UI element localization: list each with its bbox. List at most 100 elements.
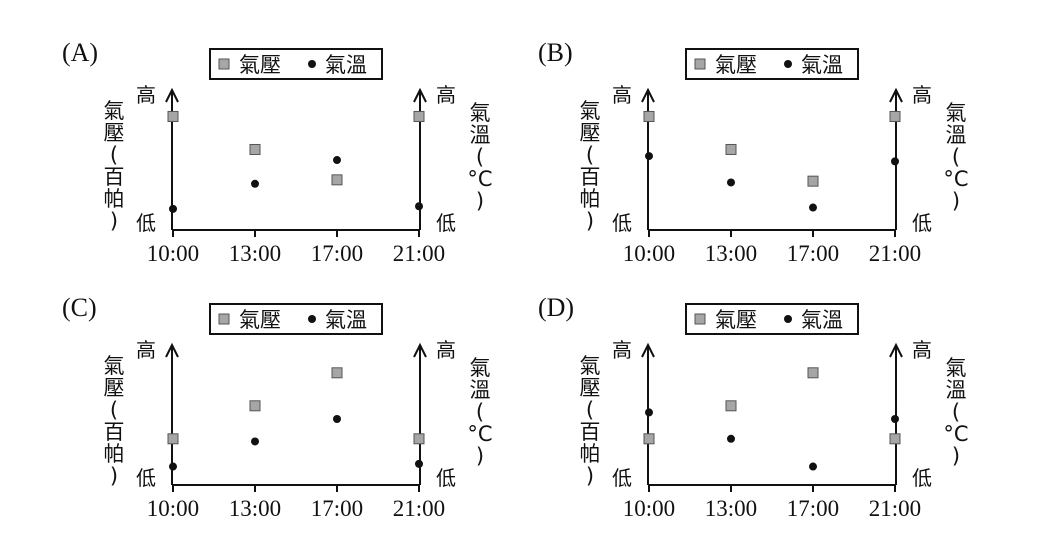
left-low-label: 低 bbox=[136, 466, 156, 490]
pressure-point bbox=[331, 367, 343, 379]
pressure-point bbox=[413, 433, 425, 445]
temperature-point bbox=[415, 202, 423, 211]
right-axis-arrow-icon bbox=[889, 342, 903, 358]
temperature-point bbox=[645, 408, 653, 417]
right-high-label: 高 bbox=[912, 338, 932, 362]
legend-box bbox=[209, 303, 383, 335]
right-axis-title-char: ( bbox=[476, 400, 484, 424]
x-tick-label: 21:00 bbox=[869, 496, 921, 521]
legend: 氣壓 氣溫 bbox=[209, 303, 383, 335]
legend-square-marker bbox=[218, 58, 230, 70]
left-axis-title-char: ) bbox=[586, 464, 594, 488]
legend-label-temperature: 氣溫 bbox=[801, 53, 843, 77]
left-axis-title-char: 壓 bbox=[104, 376, 125, 400]
x-tick-label: 21:00 bbox=[393, 496, 445, 521]
left-axis-arrow-icon bbox=[165, 87, 179, 103]
temperature-point bbox=[727, 434, 735, 443]
left-axis-title-char: 氣 bbox=[104, 99, 125, 123]
temperature-point bbox=[645, 152, 653, 161]
left-high-label: 高 bbox=[612, 338, 632, 362]
pressure-point bbox=[167, 433, 179, 445]
pressure-point bbox=[413, 110, 425, 122]
x-tick-label: 13:00 bbox=[229, 496, 281, 521]
left-low-label: 低 bbox=[612, 466, 632, 490]
temperature-point bbox=[251, 437, 259, 446]
right-axis-title-char: 氣 bbox=[946, 356, 967, 380]
pressure-point bbox=[249, 400, 261, 412]
right-axis-title-char: 溫 bbox=[946, 123, 967, 147]
right-axis-title-char: 氣 bbox=[470, 101, 491, 125]
right-axis-title-char: ) bbox=[476, 444, 484, 468]
right-low-label: 低 bbox=[436, 211, 456, 235]
pressure-point bbox=[643, 433, 655, 445]
right-axis-arrow-icon bbox=[413, 87, 427, 103]
right-axis-title-char: ) bbox=[952, 189, 960, 213]
left-low-label: 低 bbox=[612, 211, 632, 235]
chart-panel-a: (A) 氣壓 氣溫高低高低氣壓(百帕) 氣溫(°C) 10:00 13:00 17:00 2… bbox=[62, 40, 542, 300]
right-axis-arrow-icon bbox=[889, 87, 903, 103]
pressure-point bbox=[889, 110, 901, 122]
left-axis-title-char: ( bbox=[110, 398, 118, 422]
temperature-point bbox=[809, 462, 817, 471]
temperature-point bbox=[333, 415, 341, 423]
right-axis-title-char: 溫 bbox=[470, 378, 491, 402]
temperature-point bbox=[169, 462, 177, 471]
left-low-label: 低 bbox=[136, 211, 156, 235]
right-high-label: 高 bbox=[436, 83, 456, 107]
temperature-point bbox=[333, 156, 341, 165]
panel-label: (A) bbox=[62, 38, 99, 67]
x-tick-label: 17:00 bbox=[311, 496, 363, 521]
x-tick-label: 10:00 bbox=[147, 241, 199, 266]
x-tick-label: 21:00 bbox=[869, 241, 921, 266]
pressure-point bbox=[725, 400, 737, 412]
temperature-point bbox=[891, 415, 899, 423]
left-axis-title-char: 氣 bbox=[580, 354, 601, 378]
left-axis-title-char: 氣 bbox=[580, 99, 601, 123]
left-high-label: 高 bbox=[612, 83, 632, 107]
x-tick-label: 13:00 bbox=[705, 496, 757, 521]
left-axis-title-char: ( bbox=[586, 398, 594, 422]
pressure-point bbox=[249, 143, 261, 155]
legend-circle-marker bbox=[308, 315, 316, 323]
right-axis-title-char: °C bbox=[467, 167, 492, 191]
left-axis-title-char: 帕 bbox=[580, 442, 601, 466]
left-axis-title-char: 壓 bbox=[580, 121, 601, 145]
right-axis-arrow-icon bbox=[413, 342, 427, 358]
left-axis-title-char: 壓 bbox=[104, 121, 125, 145]
x-tick-label: 13:00 bbox=[229, 241, 281, 266]
right-high-label: 高 bbox=[436, 338, 456, 362]
pressure-point bbox=[889, 433, 901, 445]
legend-circle-marker bbox=[784, 60, 792, 68]
right-axis-title-char: ) bbox=[476, 189, 484, 213]
left-axis-arrow-icon bbox=[165, 342, 179, 358]
left-axis-title-char: 百 bbox=[580, 420, 601, 444]
x-tick-label: 10:00 bbox=[623, 496, 675, 521]
pressure-point bbox=[331, 174, 343, 186]
panel-label: (D) bbox=[538, 293, 575, 322]
right-axis-title-char: °C bbox=[943, 422, 968, 446]
temperature-point bbox=[169, 204, 177, 213]
right-axis-title-char: 氣 bbox=[470, 356, 491, 380]
left-axis-title-char: ) bbox=[110, 464, 118, 488]
left-axis-title-char: ) bbox=[110, 209, 118, 233]
left-axis-title-char: 百 bbox=[104, 165, 125, 189]
left-axis-title-char: 壓 bbox=[580, 376, 601, 400]
pressure-point bbox=[643, 110, 655, 122]
right-low-label: 低 bbox=[912, 211, 932, 235]
temperature-point bbox=[727, 178, 735, 187]
right-axis-title-char: °C bbox=[467, 422, 492, 446]
chart-panel-c: (C) 氣壓 氣溫高低高低氣壓(百帕) 氣溫(°C) 10:00 13:00 17:00 2… bbox=[62, 295, 542, 555]
right-axis-title-char: 氣 bbox=[946, 101, 967, 125]
pressure-point bbox=[807, 367, 819, 379]
right-axis-title-char: ) bbox=[952, 444, 960, 468]
legend-square-marker bbox=[694, 313, 706, 325]
temperature-point bbox=[891, 157, 899, 166]
legend: 氣壓 氣溫 bbox=[209, 48, 383, 80]
right-axis-title-char: °C bbox=[943, 167, 968, 191]
left-axis-title-char: ) bbox=[586, 209, 594, 233]
right-low-label: 低 bbox=[912, 466, 932, 490]
right-axis-title-char: ( bbox=[476, 145, 484, 169]
